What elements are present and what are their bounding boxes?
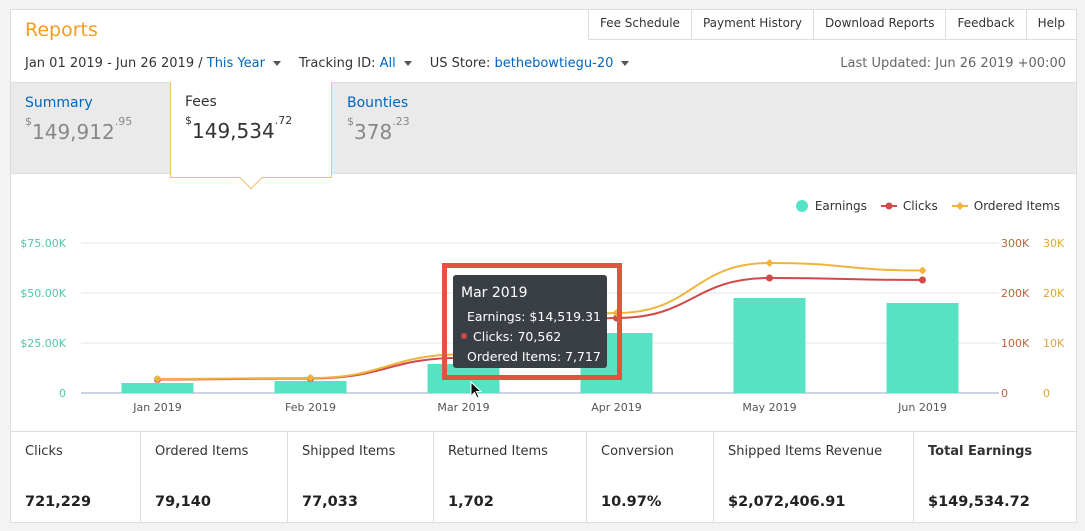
tab-bounties-amount: $378.23 bbox=[347, 115, 410, 144]
last-updated-text: Last Updated: Jun 26 2019 +00:00 bbox=[840, 56, 1066, 71]
right-axis-tick: 200K bbox=[1001, 287, 1030, 300]
x-axis-tick: May 2019 bbox=[742, 401, 796, 414]
earnings-bar bbox=[121, 383, 194, 393]
filter-bar: Jan 01 2019 - Jun 26 2019 / This Year Tr… bbox=[25, 56, 637, 71]
download-reports-button[interactable]: Download Reports bbox=[814, 10, 947, 39]
period-chevron-down-icon[interactable] bbox=[272, 60, 281, 66]
right2-axis-tick: 30K bbox=[1043, 237, 1065, 250]
x-axis-tick: Feb 2019 bbox=[285, 401, 336, 414]
mouse-cursor-icon bbox=[470, 381, 483, 399]
tracking-id-select[interactable]: All bbox=[379, 56, 396, 71]
report-tabs: Summary $149,912.95 Fees $149,534.72 Bou… bbox=[11, 82, 1076, 190]
ordered-items-point bbox=[153, 375, 162, 383]
stats-row: Clicks 721,229 Ordered Items 79,140 Ship… bbox=[11, 431, 1076, 523]
store-label: US Store: bbox=[429, 56, 491, 71]
right2-axis-tick: 0 bbox=[1043, 387, 1050, 400]
right-axis-tick: 100K bbox=[1001, 337, 1030, 350]
tab-summary-amount: $149,912.95 bbox=[25, 115, 133, 144]
active-tab-pointer bbox=[239, 166, 263, 190]
reports-card: Reports Fee Schedule Payment History Dow… bbox=[10, 9, 1077, 523]
earnings-circle-icon bbox=[795, 200, 808, 212]
store-chevron-down-icon[interactable] bbox=[621, 60, 630, 66]
tab-summary-label: Summary bbox=[25, 95, 93, 111]
left-axis-tick: 0 bbox=[59, 387, 66, 400]
legend-item-ordered-items[interactable]: Ordered Items bbox=[951, 199, 1060, 213]
highlight-box bbox=[442, 263, 622, 380]
feedback-button[interactable]: Feedback bbox=[946, 10, 1027, 39]
tooltip-row-clicks: Clicks: 70,562 bbox=[461, 326, 599, 346]
help-button[interactable]: Help bbox=[1037, 16, 1065, 30]
tooltip-row-earnings: Earnings: $14,519.31 bbox=[467, 308, 601, 324]
ordered-items-point bbox=[765, 259, 774, 267]
tracking-chevron-down-icon[interactable] bbox=[403, 60, 412, 66]
payment-history-button[interactable]: Payment History bbox=[692, 10, 814, 39]
legend-item-clicks[interactable]: Clicks bbox=[880, 199, 938, 213]
page-title: Reports bbox=[25, 19, 98, 41]
clicks-point bbox=[766, 274, 773, 282]
earnings-bar bbox=[274, 381, 347, 393]
stat-returned-items: Returned Items 1,702 bbox=[434, 432, 587, 523]
stat-clicks: Clicks 721,229 bbox=[11, 432, 141, 523]
ordered-items-point bbox=[306, 374, 315, 382]
right2-axis-tick: 10K bbox=[1043, 337, 1065, 350]
left-axis-tick: $75.00K bbox=[20, 237, 66, 250]
tooltip-title: Mar 2019 bbox=[461, 285, 528, 301]
tab-summary[interactable]: Summary $149,912.95 bbox=[11, 83, 171, 175]
period-select[interactable]: This Year bbox=[206, 56, 265, 71]
chart-legend: Earnings Clicks Ordered Items bbox=[781, 199, 1060, 213]
stat-ordered-items: Ordered Items 79,140 bbox=[141, 432, 288, 523]
earnings-bar bbox=[886, 303, 959, 393]
x-axis-tick: Apr 2019 bbox=[591, 401, 642, 414]
ordered-items-point bbox=[918, 266, 927, 275]
stat-shipped-items-revenue: Shipped Items Revenue $2,072,406.91 bbox=[714, 432, 914, 523]
chart-tooltip: Mar 2019 Earnings: $14,519.31 Clicks: 70… bbox=[453, 275, 607, 368]
tab-fees-amount: $149,534.72 bbox=[185, 114, 293, 143]
stat-total-earnings: Total Earnings $149,534.72 bbox=[928, 444, 1033, 510]
top-nav: Fee Schedule Payment History Download Re… bbox=[587, 10, 1076, 40]
right2-axis-tick: 20K bbox=[1043, 287, 1065, 300]
legend-item-earnings[interactable]: Earnings bbox=[795, 199, 867, 213]
fee-schedule-button[interactable]: Fee Schedule bbox=[589, 10, 692, 39]
tab-bounties[interactable]: Bounties $378.23 bbox=[333, 83, 493, 175]
date-range-text: Jan 01 2019 - Jun 26 2019 / bbox=[25, 56, 203, 71]
stat-conversion: Conversion 10.97% bbox=[587, 432, 714, 523]
right-axis-tick: 300K bbox=[1001, 237, 1030, 250]
stat-shipped-items: Shipped Items 77,033 bbox=[288, 432, 434, 523]
x-axis-tick: Jan 2019 bbox=[132, 401, 181, 414]
tab-fees-label: Fees bbox=[185, 94, 217, 110]
tab-fees[interactable]: Fees $149,534.72 bbox=[170, 82, 332, 190]
left-axis-tick: $25.00K bbox=[20, 337, 66, 350]
ordered-items-line-icon bbox=[951, 202, 968, 210]
clicks-line-icon bbox=[880, 202, 897, 210]
x-axis-tick: Mar 2019 bbox=[437, 401, 489, 414]
tooltip-row-ordered-items: Ordered Items: 7,717 bbox=[467, 348, 601, 364]
right-axis-tick: 0 bbox=[1001, 387, 1008, 400]
tracking-id-label: Tracking ID: bbox=[298, 56, 376, 71]
x-axis-tick: Jun 2019 bbox=[897, 401, 947, 414]
clicks-point bbox=[919, 276, 926, 284]
earnings-bar bbox=[733, 298, 806, 393]
store-select[interactable]: bethebowtiegu-20 bbox=[494, 56, 614, 71]
tab-bounties-label: Bounties bbox=[347, 95, 409, 111]
left-axis-tick: $50.00K bbox=[20, 287, 66, 300]
